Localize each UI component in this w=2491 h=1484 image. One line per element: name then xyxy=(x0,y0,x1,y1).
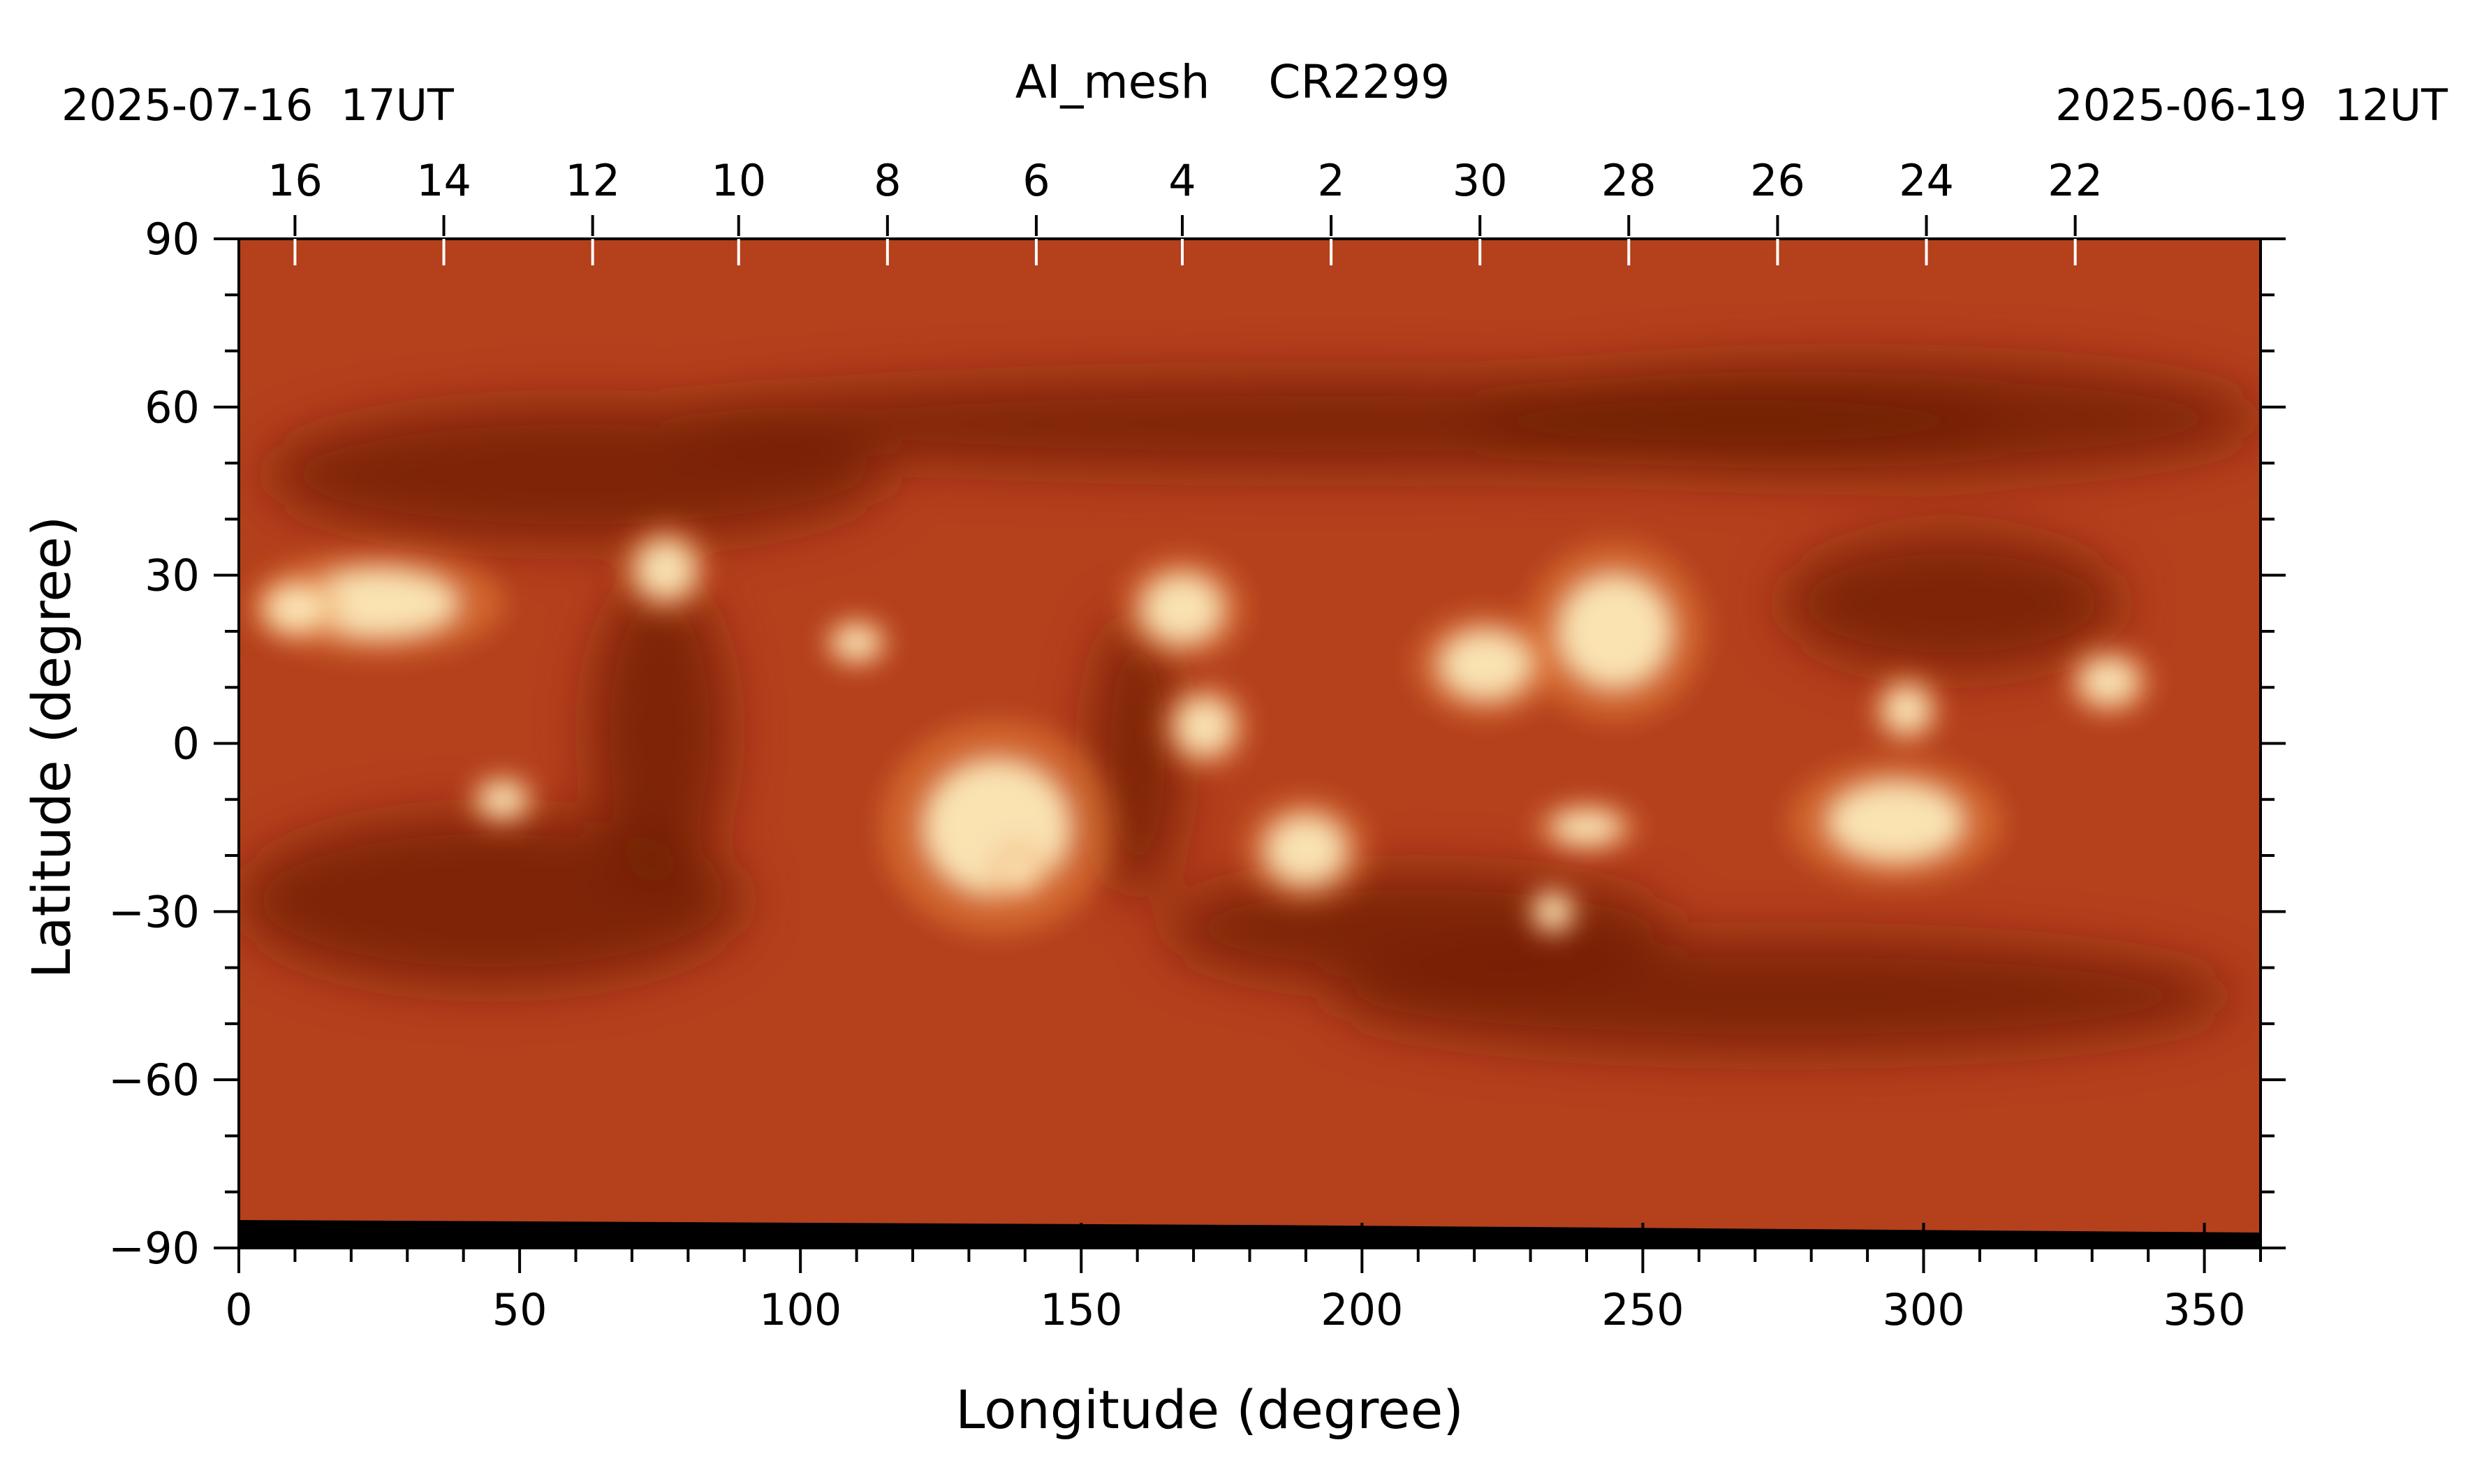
map-image xyxy=(239,239,2261,1248)
day-tick-label: 26 xyxy=(1750,155,1805,206)
x-tick-label: 150 xyxy=(1040,1284,1122,1335)
active-region xyxy=(1536,895,1570,929)
active-region xyxy=(1266,816,1346,884)
day-tick-label: 6 xyxy=(1022,155,1050,206)
active-region xyxy=(300,569,458,637)
active-region-layer xyxy=(250,524,2154,939)
coronal-hole xyxy=(592,575,728,890)
day-tick-label: 16 xyxy=(267,155,323,206)
active-region xyxy=(1884,687,1930,733)
coronal-hole xyxy=(1092,614,1182,895)
start-date-label: 2025-07-16 17UT xyxy=(61,80,455,131)
x-axis-label: Longitude (degree) xyxy=(955,1379,1464,1441)
active-region xyxy=(834,625,879,660)
y-axis-label: Latitude (degree) xyxy=(20,516,82,979)
y-tick-label: 0 xyxy=(172,719,200,770)
day-ticks: 16 14 12 10 8 6 4 2 30 28 26 24 22 xyxy=(267,155,2103,265)
active-region xyxy=(1002,855,1036,890)
coronal-hole xyxy=(1334,939,2233,1052)
active-region xyxy=(637,541,694,598)
active-region xyxy=(1828,782,1963,862)
day-tick-label: 12 xyxy=(565,155,620,206)
x-tick-label: 0 xyxy=(225,1284,252,1335)
day-tick-label: 28 xyxy=(1601,155,1656,206)
active-region xyxy=(1558,575,1671,688)
active-region xyxy=(480,782,526,816)
day-tick-label: 8 xyxy=(874,155,901,206)
day-tick-label: 22 xyxy=(2048,155,2103,206)
day-tick-label: 4 xyxy=(1168,155,1196,206)
x-tick-label: 200 xyxy=(1321,1284,1403,1335)
y-tick-label: −30 xyxy=(108,886,200,937)
active-region xyxy=(1176,698,1233,755)
coronal-hole xyxy=(267,406,885,542)
y-tick-label: −90 xyxy=(108,1223,200,1274)
active-region xyxy=(267,586,323,631)
x-tick-label: 50 xyxy=(492,1284,548,1335)
x-tick-label: 100 xyxy=(759,1284,842,1335)
coronal-hole xyxy=(1474,362,2261,475)
active-region xyxy=(1552,810,1621,844)
y-tick-label: 90 xyxy=(145,214,200,265)
day-tick-label: 14 xyxy=(416,155,471,206)
y-tick-label: 60 xyxy=(145,382,200,433)
day-tick-label: 2 xyxy=(1317,155,1344,206)
active-region xyxy=(1440,631,1531,699)
day-tick-label: 24 xyxy=(1899,155,1954,206)
y-tick-label: 30 xyxy=(145,550,200,601)
y-tick-label: −60 xyxy=(108,1055,200,1105)
coronal-hole xyxy=(239,816,744,985)
active-region xyxy=(2080,659,2138,705)
x-tick-label: 250 xyxy=(1601,1284,1684,1335)
coronal-hole xyxy=(1783,536,2120,671)
active-region xyxy=(1142,575,1222,642)
end-date-label: 2025-06-19 12UT xyxy=(2055,80,2448,131)
x-tick-label: 300 xyxy=(1882,1284,1964,1335)
day-tick-label: 30 xyxy=(1453,155,1508,206)
day-tick-label: 10 xyxy=(711,155,766,206)
chart-title: AI_mesh CR2299 xyxy=(1015,55,1450,109)
x-tick-label: 350 xyxy=(2163,1284,2245,1335)
